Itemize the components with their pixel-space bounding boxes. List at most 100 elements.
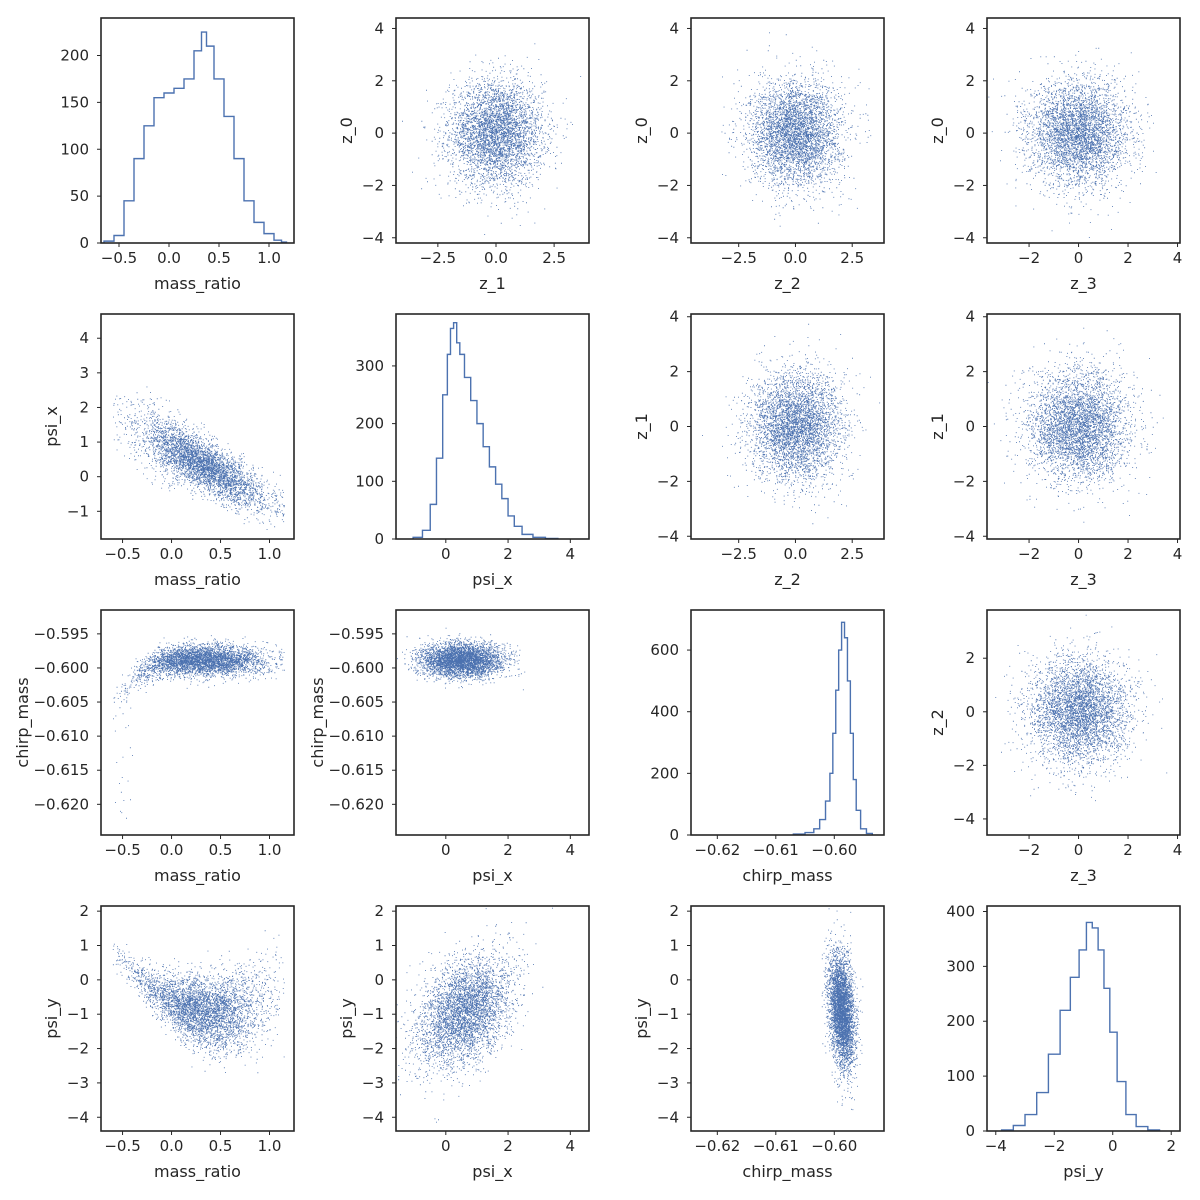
y-axis-label: psi_y: [42, 998, 62, 1038]
x-tick-label: 2: [1166, 1137, 1176, 1155]
x-axis-label: psi_x: [472, 570, 512, 590]
x-axis-label: z_3: [1070, 274, 1097, 294]
y-axis-label: z_1: [928, 413, 948, 440]
y-tick-label: 600: [650, 641, 679, 659]
x-tick-label: −4: [985, 1137, 1007, 1155]
x-tick-label: 0.5: [209, 545, 233, 563]
histogram-bin: [450, 328, 453, 539]
scatter-points: [702, 323, 881, 525]
histogram-bin: [464, 377, 470, 539]
axes-frame: [690, 609, 885, 836]
y-tick-label: 2: [79, 398, 89, 416]
histogram-bin: [514, 526, 522, 539]
y-tick-label: −0.610: [33, 727, 89, 745]
y-tick-label: 2: [374, 72, 384, 90]
y-tick-label: 4: [79, 329, 89, 347]
y-tick-label: 4: [669, 19, 679, 37]
x-tick-label: 0.0: [160, 1137, 184, 1155]
axes-frame: [690, 17, 885, 244]
histogram-bin: [839, 650, 842, 835]
y-tick-label: −4: [953, 810, 975, 828]
y-tick-label: −4: [362, 1108, 384, 1126]
axes-frame: [100, 609, 295, 836]
axes-frame: [986, 17, 1181, 244]
axes-frame: [690, 905, 885, 1132]
panel-r1c0: −0.5 0.0 0.5 1.0 −1 0 1 2 3 4 mass_ratio psi_x: [42, 313, 295, 590]
x-tick-label: −0.61: [753, 841, 799, 859]
y-tick-label: 1: [79, 433, 89, 451]
histogram-bin: [422, 530, 430, 539]
y-tick-label: 0: [374, 124, 384, 142]
scatter-points: [721, 32, 872, 227]
y-tick-label: 150: [60, 93, 89, 111]
x-tick-label: 0.5: [207, 249, 231, 267]
scatter-points: [821, 908, 864, 1111]
histogram-bin: [1092, 928, 1098, 1131]
y-tick-label: −4: [362, 229, 384, 247]
x-axis-label: psi_x: [472, 1162, 512, 1182]
y-tick-label: 0: [965, 124, 975, 142]
histogram-bin: [154, 98, 164, 243]
histogram-step-line: [792, 621, 873, 835]
x-tick-label: 0: [1108, 1137, 1118, 1155]
histogram-bin: [460, 354, 465, 539]
x-tick-label: 1.0: [257, 249, 281, 267]
y-tick-label: −1: [362, 1005, 384, 1023]
panel-r3c1: 0 2 4 −4 −3 −2 −1 0 1 2 psi_x psi_y: [337, 902, 590, 1182]
y-tick-label: −4: [657, 527, 679, 545]
x-tick-label: −0.60: [811, 1137, 857, 1155]
x-axis-label: psi_y: [1063, 1162, 1103, 1182]
y-tick-label: −2: [953, 176, 975, 194]
y-tick-label: 0: [669, 418, 679, 436]
axes-frame: [395, 905, 590, 1132]
x-tick-label: −2: [1043, 1137, 1065, 1155]
y-axis-label: psi_x: [42, 406, 62, 446]
y-tick-label: 2: [965, 72, 975, 90]
scatter-points: [397, 627, 526, 691]
scatter-points: [113, 386, 285, 530]
x-tick-label: 0.5: [209, 841, 233, 859]
histogram-bin: [1117, 1082, 1126, 1131]
x-axis-label: chirp_mass: [742, 1162, 832, 1182]
y-tick-label: 2: [965, 363, 975, 381]
y-tick-label: 0: [79, 234, 89, 252]
y-tick-label: 2: [669, 72, 679, 90]
y-tick-label: −3: [657, 1074, 679, 1092]
y-tick-label: 1: [79, 937, 89, 955]
histogram-bin: [471, 401, 477, 539]
x-tick-label: −0.60: [811, 841, 857, 859]
panel-r2c3: −2 0 2 4 −4 −2 0 2 z_3 z_2: [928, 609, 1182, 886]
histogram-bin: [184, 79, 194, 243]
histogram-bin: [244, 201, 254, 243]
y-axis-label: z_0: [632, 117, 652, 144]
x-axis-label: z_1: [479, 274, 506, 294]
histogram-bin: [856, 810, 860, 835]
x-tick-label: −2.5: [720, 545, 756, 563]
x-axis-label: z_3: [1070, 866, 1097, 886]
histogram-bin: [502, 499, 508, 539]
y-tick-label: 4: [965, 19, 975, 37]
y-tick-label: 0: [669, 826, 679, 844]
panel-r2c2: −0.62 −0.61 −0.60 0 200 400 600 chirp_mass: [650, 609, 885, 886]
x-tick-label: −0.5: [104, 841, 140, 859]
y-tick-label: 300: [355, 357, 384, 375]
y-axis-label: chirp_mass: [308, 677, 328, 767]
y-tick-label: 4: [965, 308, 975, 326]
histogram-bin: [845, 638, 848, 835]
plot-area: [821, 908, 864, 1111]
panel-r0c2: −2.5 0.0 2.5 −4 −2 0 2 4 z_2 z_0: [632, 17, 885, 294]
plot-area: [112, 930, 285, 1074]
x-tick-label: 0: [1074, 545, 1084, 563]
y-tick-label: −0.605: [33, 693, 89, 711]
x-tick-label: 2: [1123, 841, 1133, 859]
x-tick-label: 4: [566, 841, 576, 859]
histogram-step-line: [1000, 921, 1161, 1131]
x-tick-label: 4: [566, 545, 576, 563]
plot-area: [702, 323, 881, 525]
histogram-bin: [847, 681, 850, 835]
y-tick-label: 100: [355, 472, 384, 490]
y-tick-label: 0: [79, 971, 89, 989]
histogram-bin: [457, 343, 460, 539]
histogram-bin: [1104, 988, 1110, 1131]
histogram-bin: [820, 820, 826, 835]
